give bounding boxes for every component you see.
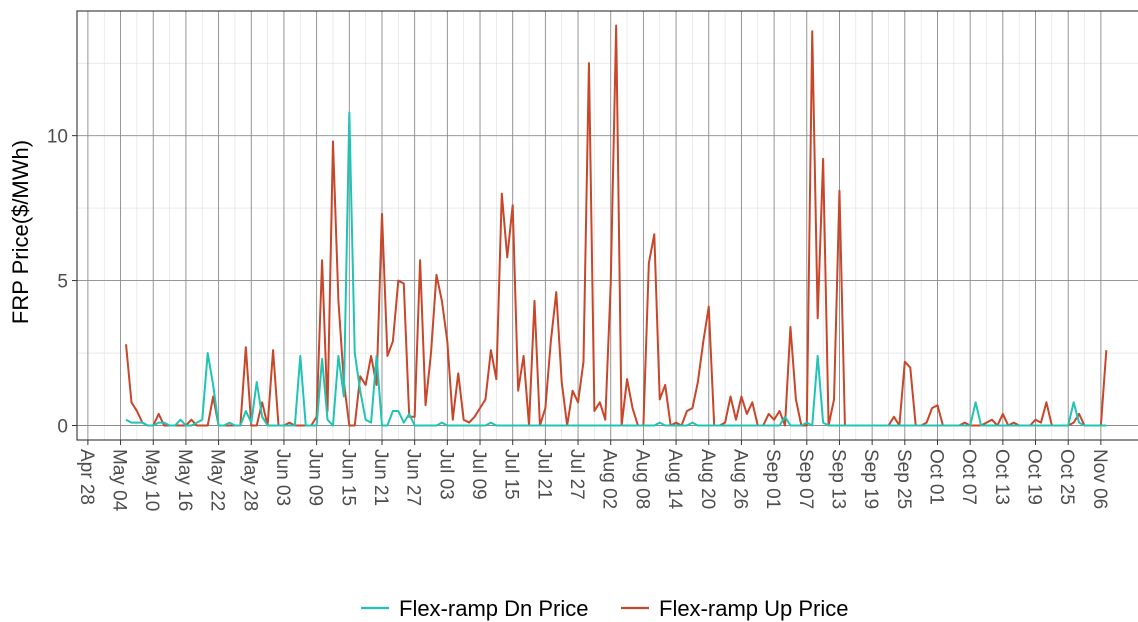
- x-tick-label: Sep 07: [795, 449, 816, 509]
- x-tick-label: May 28: [239, 449, 260, 511]
- y-tick-label: 5: [57, 272, 68, 293]
- x-tick-label: Sep 13: [827, 449, 848, 509]
- x-tick-label: Sep 19: [860, 449, 881, 509]
- series-layer: [125, 24, 1108, 427]
- x-tick-label: Jun 27: [403, 449, 424, 506]
- minor-gridlines: [77, 11, 1138, 440]
- y-tick-label: 0: [57, 417, 68, 438]
- x-tick-label: Jul 09: [468, 449, 489, 500]
- series-line-flex-ramp-dn: [125, 111, 1107, 427]
- x-tick-label: Jul 15: [501, 449, 522, 500]
- x-tick-label: Jun 15: [337, 449, 358, 506]
- legend: Flex-ramp Dn Price Flex-ramp Up Price: [361, 596, 848, 621]
- x-tick-label: Jun 09: [305, 449, 326, 506]
- x-tick-label: Jul 21: [533, 449, 554, 500]
- x-tick-label: Oct 19: [1024, 449, 1045, 505]
- x-tick-label: May 04: [109, 449, 130, 512]
- x-tick-label: Sep 25: [893, 449, 914, 509]
- x-tick-label: Aug 20: [697, 449, 718, 509]
- legend-label: Flex-ramp Up Price: [659, 596, 848, 621]
- x-tick-label: Aug 02: [599, 449, 620, 509]
- x-tick-label: Jun 03: [272, 449, 293, 506]
- x-axis: Apr 28 May 04 May 10 May 16 May 22 May 28 Jun …: [76, 440, 1110, 512]
- x-tick-label: Aug 14: [664, 449, 685, 510]
- y-tick-label: 10: [47, 127, 68, 148]
- x-tick-label: Sep 01: [762, 449, 783, 509]
- x-tick-label: May 16: [174, 449, 195, 511]
- x-tick-label: Apr 28: [76, 449, 97, 505]
- x-tick-label: Jul 27: [566, 449, 587, 500]
- plot-panel-border: [76, 10, 1138, 441]
- x-tick-label: Aug 26: [729, 449, 750, 509]
- x-tick-label: Oct 25: [1056, 449, 1077, 505]
- y-axis: 0 5 10: [47, 127, 77, 438]
- x-tick-label: May 10: [141, 449, 162, 511]
- x-tick-label: Jun 21: [370, 449, 391, 506]
- x-tick-label: Aug 08: [631, 449, 652, 509]
- y-axis-title: FRP Price($/MWh): [8, 140, 33, 324]
- x-tick-label: Nov 06: [1089, 449, 1110, 509]
- x-tick-label: May 22: [207, 449, 228, 511]
- x-tick-label: Oct 01: [925, 449, 946, 505]
- x-tick-label: Jul 03: [435, 449, 456, 500]
- x-tick-label: Oct 07: [958, 449, 979, 505]
- x-tick-label: Oct 13: [991, 449, 1012, 505]
- legend-label: Flex-ramp Dn Price: [399, 596, 588, 621]
